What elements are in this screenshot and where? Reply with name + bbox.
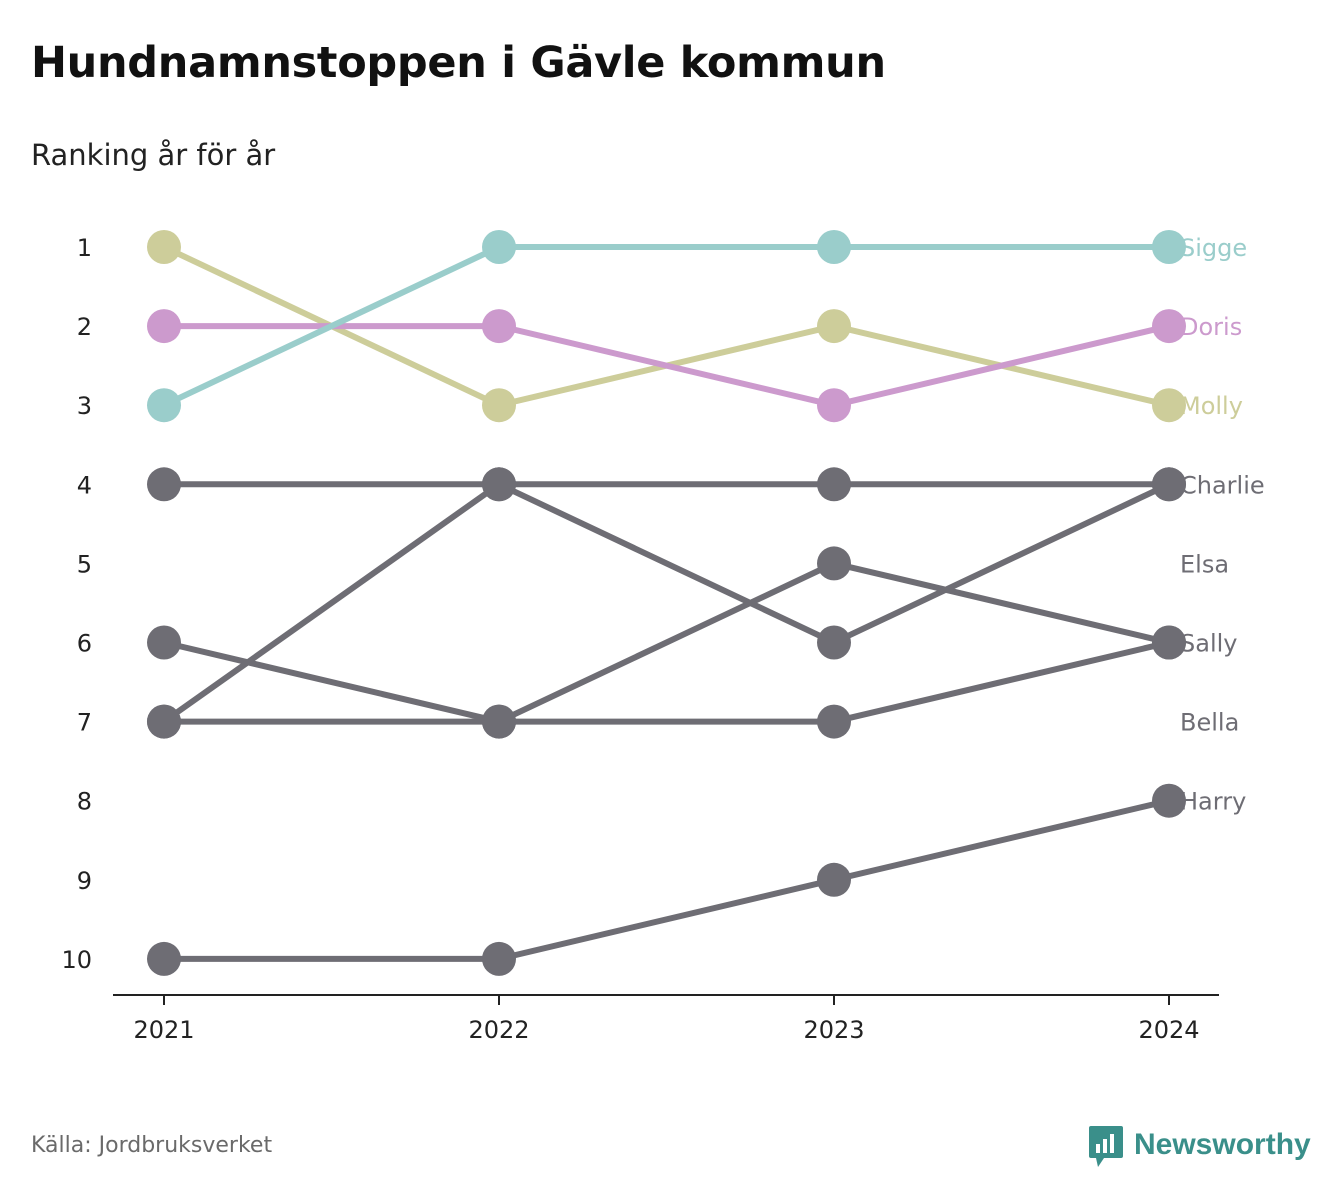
series-line-sigge: [161, 244, 1172, 409]
brand-logo: Newsworthy: [1088, 1122, 1311, 1168]
data-point-doris: [817, 388, 851, 423]
data-point-elsa: [482, 704, 516, 739]
data-point-charlie: [147, 467, 181, 502]
data-point-sally: [817, 625, 851, 660]
end-label-sigge: Sigge: [1180, 234, 1247, 262]
chart-subtitle: Ranking år för år: [31, 138, 276, 172]
x-tick-label: 2024: [1138, 1016, 1199, 1044]
x-tick-label: 2022: [468, 1016, 529, 1044]
end-label-harry: Harry: [1180, 788, 1246, 816]
end-label-bella: Bella: [1180, 709, 1239, 737]
y-tick-label: 10: [61, 946, 92, 974]
y-tick-label: 8: [77, 788, 92, 816]
end-label-sally: Sally: [1180, 630, 1237, 658]
data-point-harry: [817, 862, 851, 897]
data-point-doris: [1152, 309, 1186, 344]
x-tick-label: 2023: [803, 1016, 864, 1044]
data-point-molly: [817, 309, 851, 344]
data-point-charlie: [817, 467, 851, 502]
series-line-harry: [161, 797, 1172, 962]
data-point-elsa: [817, 546, 851, 581]
chart-title: Hundnamnstoppen i Gävle kommun: [31, 38, 886, 88]
data-point-sally: [147, 704, 181, 739]
data-point-molly: [482, 388, 516, 423]
y-tick-label: 2: [77, 313, 92, 341]
data-point-molly: [1152, 388, 1186, 423]
end-label-molly: Molly: [1180, 392, 1243, 420]
data-point-doris: [147, 309, 181, 344]
data-point-sigge: [482, 230, 516, 264]
brand-name: Newsworthy: [1134, 1128, 1311, 1161]
y-tick-label: 6: [77, 630, 92, 658]
data-point-sigge: [1152, 230, 1186, 264]
end-label-charlie: Charlie: [1180, 471, 1265, 499]
data-point-molly: [147, 230, 181, 264]
series-line-elsa: [161, 560, 1172, 725]
y-tick-label: 9: [77, 867, 92, 895]
end-label-elsa: Elsa: [1180, 550, 1229, 578]
data-point-doris: [482, 309, 516, 344]
data-point-harry: [1152, 783, 1186, 818]
newsworthy-logo-icon: [1089, 1126, 1123, 1167]
y-tick-label: 3: [77, 392, 92, 420]
source-note: Källa: Jordbruksverket: [31, 1133, 273, 1158]
data-point-harry: [482, 941, 516, 976]
y-tick-label: 4: [77, 471, 92, 499]
y-tick-label: 7: [77, 709, 92, 737]
series-line-bella: [161, 639, 1172, 725]
series-line-sally: [161, 481, 1172, 725]
data-point-bella: [817, 704, 851, 739]
data-point-elsa: [147, 625, 181, 660]
data-point-harry: [147, 941, 181, 976]
data-point-charlie: [1152, 467, 1186, 502]
data-point-charlie: [482, 467, 516, 502]
series-line-doris: [161, 323, 1172, 409]
end-label-doris: Doris: [1180, 313, 1242, 341]
x-tick-label: 2021: [133, 1016, 194, 1044]
data-point-sigge: [817, 230, 851, 264]
data-point-elsa: [1152, 625, 1186, 660]
y-tick-label: 1: [77, 234, 92, 262]
data-point-sigge: [147, 388, 181, 423]
y-tick-label: 5: [77, 550, 92, 578]
